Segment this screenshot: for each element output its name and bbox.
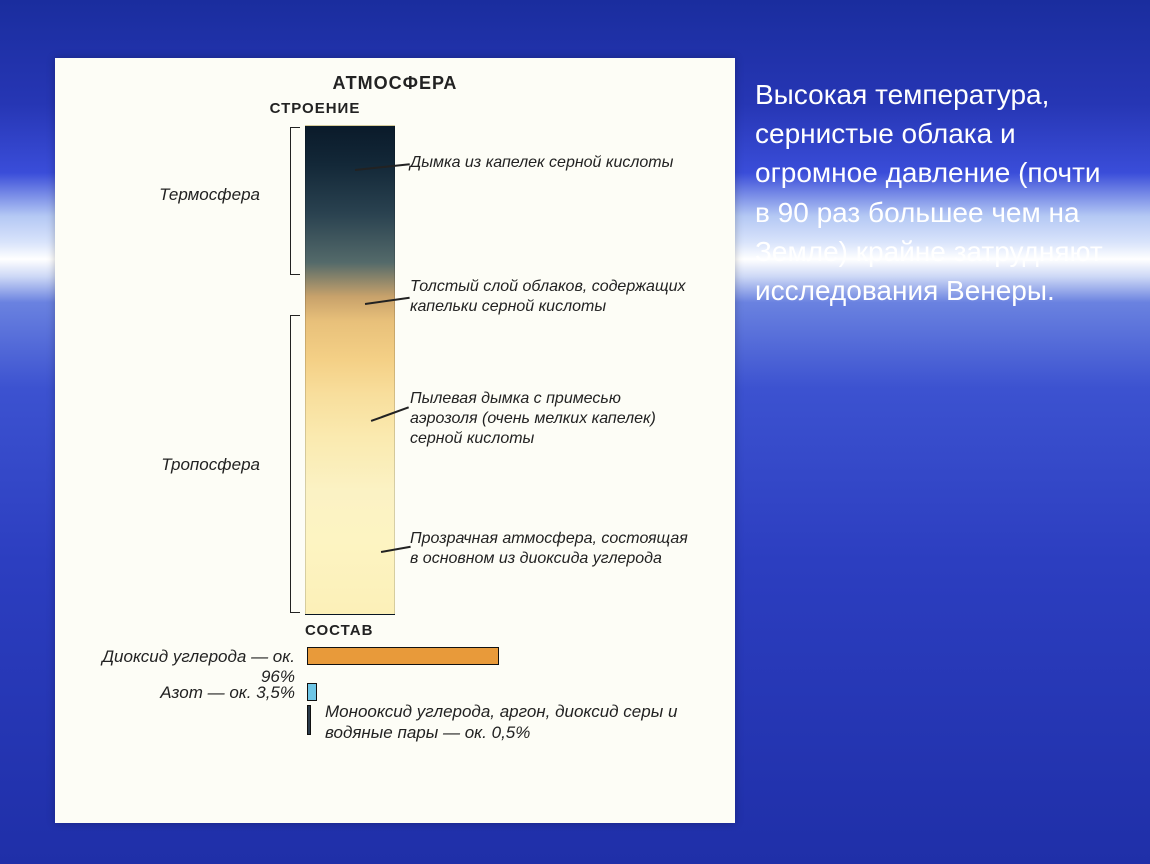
comp-label-co2: Диоксид углерода — ок. 96% xyxy=(75,647,295,687)
comp-bar-other xyxy=(307,705,311,735)
composition-title: СОСТАВ xyxy=(305,622,373,639)
comp-label-n2: Азот — ок. 3,5% xyxy=(160,683,295,703)
label-thermosphere: Термосфера xyxy=(159,185,260,205)
panel-subtitle: СТРОЕНИЕ xyxy=(0,100,715,117)
label-troposphere: Тропосфера xyxy=(161,455,260,475)
comp-sublabel-other: Монооксид углерода, аргон, диоксид серы … xyxy=(325,701,685,744)
bracket-thermosphere xyxy=(290,127,300,275)
right-label-4: Прозрачная атмосфера, состоящая в основн… xyxy=(410,529,690,569)
composition-section: Диоксид углерода — ок. 96% Азот — ок. 3,… xyxy=(75,647,715,787)
comp-bar-co2 xyxy=(307,647,499,665)
bracket-troposphere xyxy=(290,315,300,613)
right-label-1: Дымка из капелек серной кислоты xyxy=(410,153,690,173)
panel-title: АТМОСФЕРА xyxy=(75,73,715,94)
atmosphere-column xyxy=(305,125,395,615)
atmosphere-diagram: Термосфера Тропосфера Дымка из капелек с… xyxy=(75,125,715,635)
comp-bar-n2 xyxy=(307,683,317,701)
diagram-panel: АТМОСФЕРА СТРОЕНИЕ Термосфера Тропосфера… xyxy=(55,58,735,823)
right-label-3: Пылевая дымка с примесью аэрозоля (очень… xyxy=(410,389,690,449)
right-label-2: Толстый слой облаков, содержащих капельк… xyxy=(410,277,690,317)
side-text: Высокая температура, сернистые облака и … xyxy=(755,75,1115,310)
